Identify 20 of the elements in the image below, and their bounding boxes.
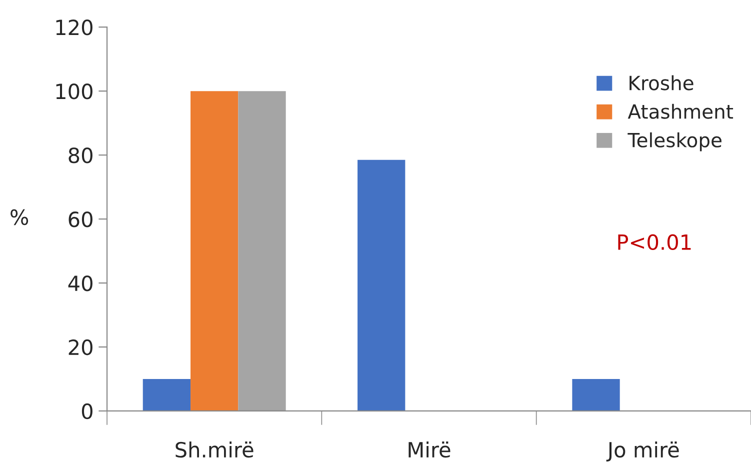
bar [142, 378, 191, 411]
bar [190, 91, 238, 411]
y-tick-label: 20 [68, 339, 92, 356]
x-tick-label: Sh.mirë [176, 442, 254, 458]
bar [238, 91, 286, 411]
legend-label: Atashment [628, 104, 734, 119]
legend-label: Kroshe [630, 75, 694, 90]
legend-label: Teleskope [628, 132, 722, 152]
y-tick-label: 60 [68, 211, 92, 228]
x-tick-label: Mirë [408, 442, 450, 458]
y-tick-label: 80 [68, 147, 92, 164]
y-tick-label: 40 [68, 275, 92, 292]
y-tick-label: 120 [56, 20, 92, 36]
bar [358, 160, 406, 411]
y-tick-label: 100 [56, 84, 92, 100]
y-tick-label: 0 [82, 403, 92, 420]
annotation: P<0.01 [618, 234, 691, 250]
bar [572, 378, 620, 411]
y-axis-title: % [10, 209, 28, 226]
x-tick-label: Jo mirë [606, 442, 679, 462]
